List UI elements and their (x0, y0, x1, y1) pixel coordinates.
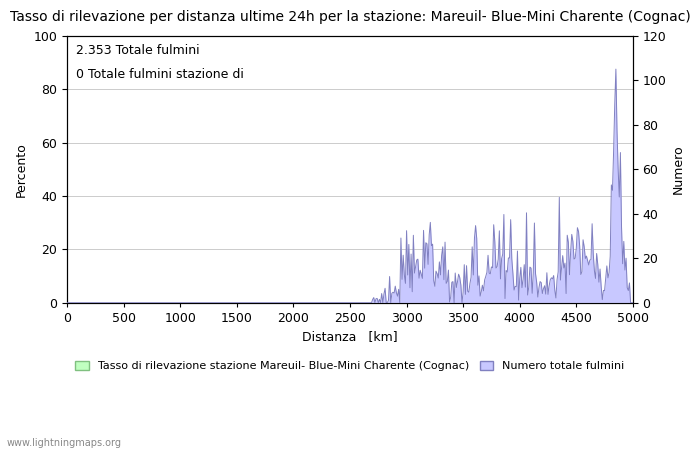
Y-axis label: Percento: Percento (15, 142, 28, 197)
Legend: Tasso di rilevazione stazione Mareuil- Blue-Mini Charente (Cognac), Numero total: Tasso di rilevazione stazione Mareuil- B… (71, 356, 629, 376)
Text: www.lightningmaps.org: www.lightningmaps.org (7, 438, 122, 448)
Text: 0 Totale fulmini stazione di: 0 Totale fulmini stazione di (76, 68, 244, 81)
X-axis label: Distanza   [km]: Distanza [km] (302, 330, 398, 343)
Text: Tasso di rilevazione per distanza ultime 24h per la stazione: Mareuil- Blue-Mini: Tasso di rilevazione per distanza ultime… (10, 10, 690, 24)
Y-axis label: Numero: Numero (672, 144, 685, 194)
Text: 2.353 Totale fulmini: 2.353 Totale fulmini (76, 44, 200, 57)
